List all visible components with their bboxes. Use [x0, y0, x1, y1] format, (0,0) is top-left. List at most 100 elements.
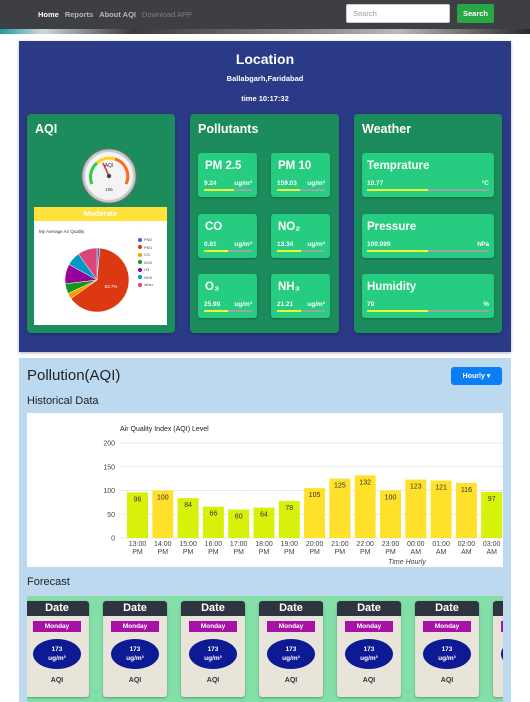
- nav-reports-link[interactable]: Reports: [64, 10, 94, 19]
- chart-bar[interactable]: [253, 507, 275, 538]
- forecast-unit: ug/m³: [360, 655, 378, 662]
- nav-about-link[interactable]: About AQI: [99, 10, 136, 19]
- pollutant-tile-co[interactable]: CO 0.81 ug/m³: [198, 214, 257, 258]
- pollutant-level-bar: [277, 250, 325, 252]
- pie-legend-item: O3: [138, 266, 153, 274]
- bar-value-label: 84: [184, 502, 192, 509]
- legend-label: NH3: [144, 274, 153, 280]
- weather-tile-temperature[interactable]: Temprature 10.77 °C: [362, 153, 494, 197]
- aqi-gauge: AQI 106: [81, 148, 137, 204]
- chart-bar[interactable]: [481, 491, 503, 538]
- chart-bar[interactable]: [329, 478, 351, 538]
- aqi-bar-chart-box: Air Quality Index (AQI) Level 0 50 100 150 2…: [27, 413, 503, 567]
- pie-legend-item: other: [138, 281, 153, 289]
- nav-download-link[interactable]: Download APP: [141, 10, 193, 19]
- pollution-title: Pollution(AQI): [27, 367, 121, 384]
- pie-chart-box: My Average Air Quality 63.7% PM2 PM1 CO NO2…: [34, 221, 167, 325]
- weather-tile-humidity[interactable]: Humidity 70 %: [362, 274, 494, 318]
- chart-bar[interactable]: [380, 490, 401, 539]
- x-tick-label: AM: [486, 549, 497, 556]
- forecast-aqi-label: AQI: [128, 677, 142, 684]
- chart-bar[interactable]: [177, 498, 199, 538]
- x-tick-label: AM: [411, 549, 422, 556]
- weather-name: Humidity: [367, 281, 417, 293]
- x-tick-label: 00:00: [407, 541, 425, 548]
- aqi-status-bar: Moderate: [34, 207, 167, 221]
- x-tick-label: 20:00: [306, 541, 324, 548]
- x-tick-label: PM: [385, 549, 396, 556]
- bar-value-label: 125: [334, 483, 346, 490]
- legend-label: PM2: [144, 237, 153, 242]
- chart-bar[interactable]: [228, 509, 250, 539]
- x-tick-label: AM: [436, 549, 447, 556]
- x-tick-label: PM: [208, 549, 219, 556]
- chart-bar[interactable]: [430, 480, 452, 538]
- weather-name: Pressure: [367, 221, 417, 233]
- x-tick-label: 21:00: [331, 541, 349, 548]
- location-place: Ballabgarh,Faridabad: [226, 74, 304, 83]
- pollutant-name: CO: [205, 221, 223, 233]
- pollutant-tile-nh3[interactable]: NH₃ 21.21 ug/m³: [271, 274, 330, 318]
- pollutant-tile-pm25[interactable]: PM 2.5 9.24 ug/m³: [198, 153, 257, 197]
- weather-unit: °C: [481, 180, 489, 187]
- forecast-date-header: Date: [181, 601, 245, 616]
- y-tick-label: 200: [103, 441, 115, 448]
- pollutant-value: 159.03: [277, 180, 297, 187]
- weather-title: Weather: [362, 122, 412, 136]
- pollutant-name: PM 2.5: [205, 160, 242, 172]
- navbar: Home Reports About AQI Download APP Sear…: [0, 0, 530, 29]
- pollutant-tile-no2[interactable]: NO₂ 13.34 ug/m³: [271, 214, 330, 258]
- forecast-unit: ug/m³: [282, 655, 300, 662]
- weather-level-bar: [367, 189, 489, 191]
- x-tick-label: 23:00: [382, 541, 400, 548]
- gauge-value: 106: [105, 187, 113, 192]
- legend-swatch: [138, 260, 142, 265]
- forecast-aqi-label: AQI: [362, 677, 376, 684]
- x-tick-label: PM: [132, 549, 143, 556]
- chart-bar[interactable]: [354, 475, 376, 538]
- chart-bar[interactable]: [152, 490, 174, 539]
- chart-bar[interactable]: [278, 500, 300, 538]
- pie-legend: PM2 PM1 CO NO2 O3 NH3 other: [138, 236, 153, 289]
- forecast-date-header: Date: [27, 601, 89, 616]
- legend-swatch: [138, 245, 142, 250]
- pollutant-tile-pm10[interactable]: PM 10 159.03 ug/m³: [271, 153, 330, 197]
- chart-xlabel: Time Hourly: [388, 559, 426, 566]
- x-tick-label: 02:00: [458, 541, 476, 548]
- pie-legend-item: NO2: [138, 259, 153, 267]
- bar-value-label: 64: [260, 512, 268, 519]
- bar-value-label: 100: [157, 495, 169, 502]
- pie-chart: 63.7%: [64, 247, 130, 313]
- search-input[interactable]: [346, 4, 450, 23]
- chart-bar[interactable]: [202, 506, 224, 538]
- chart-bar[interactable]: [455, 482, 477, 538]
- weather-tile-pressure[interactable]: Pressure 100.999 hPa: [362, 214, 494, 258]
- chart-bar[interactable]: [405, 479, 427, 538]
- chart-bar[interactable]: [304, 488, 326, 538]
- weather-level-bar: [367, 250, 489, 252]
- weather-name: Temprature: [367, 160, 430, 172]
- chart-bar[interactable]: [127, 492, 148, 538]
- x-tick-label: 22:00: [356, 541, 374, 548]
- search-button[interactable]: Search: [457, 4, 494, 23]
- forecast-day-badge: Monday: [189, 621, 237, 632]
- hourly-dropdown-button[interactable]: Hourly ▾: [451, 367, 502, 385]
- historical-data-label: Historical Data: [27, 395, 99, 407]
- pollutant-unit: ug/m³: [307, 301, 325, 308]
- nav-links: Home Reports About AQI Download APP: [38, 10, 192, 19]
- nav-home-link[interactable]: Home: [38, 10, 59, 19]
- pollutant-tile-o3[interactable]: O₃ 25.99 ug/m³: [198, 274, 257, 318]
- pollutant-name: NH₃: [278, 281, 300, 293]
- location-title: Location: [235, 51, 295, 67]
